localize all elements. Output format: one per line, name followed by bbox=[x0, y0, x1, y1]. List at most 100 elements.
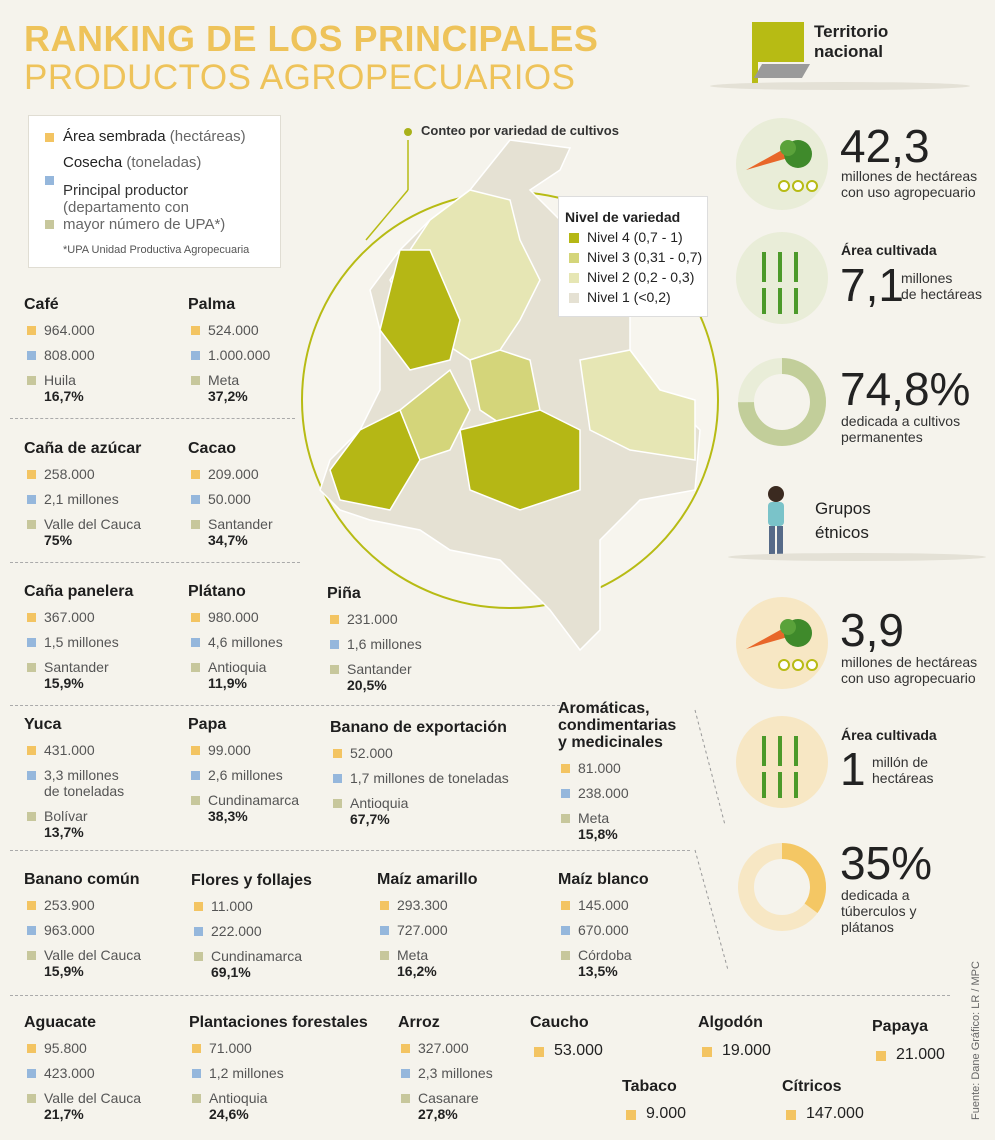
productor-square-icon bbox=[191, 376, 200, 385]
product-banano-comun: Banano común 253.900 963.000 Valle del C… bbox=[24, 871, 142, 979]
product-cacao: Cacao 209.000 50.000 Santander 34,7% bbox=[188, 440, 273, 548]
area-square-icon bbox=[192, 1044, 201, 1053]
cosecha-square-icon bbox=[561, 789, 570, 798]
etnicos-cultivada-value: 1 bbox=[840, 743, 866, 795]
nivel-2-swatch-icon bbox=[569, 273, 579, 283]
productor-square-icon bbox=[27, 663, 36, 672]
etnicos-tuberculos-desc: dedicada a túberculos y plátanos bbox=[841, 887, 917, 935]
conteo-label: Conteo por variedad de cultivos bbox=[421, 123, 619, 138]
area-square-icon bbox=[561, 764, 570, 773]
cosecha-square-icon bbox=[191, 771, 200, 780]
area-square-icon bbox=[191, 470, 200, 479]
nivel-4-swatch-icon bbox=[569, 233, 579, 243]
yellow-square-icon bbox=[45, 133, 54, 142]
product-pina: Piña 231.000 1,6 millones Santander 20,5… bbox=[327, 585, 422, 693]
cosecha-square-icon bbox=[27, 638, 36, 647]
map-level4-antioquia bbox=[379, 249, 461, 371]
product-maiz-blanco: Maíz blanco 145.000 670.000 Córdoba 13,5… bbox=[558, 871, 649, 979]
territorio-uso-desc: millones de hectáreas con uso agropecuari… bbox=[841, 168, 978, 200]
divider bbox=[10, 995, 950, 996]
area-square-icon bbox=[27, 1044, 36, 1053]
divider bbox=[10, 562, 300, 563]
etnicos-title: Grupos étnicos bbox=[815, 499, 871, 542]
flag-icon bbox=[758, 22, 804, 62]
area-square-icon bbox=[702, 1047, 712, 1057]
cosecha-square-icon bbox=[27, 771, 36, 780]
product-yuca: Yuca 431.000 3,3 millones de toneladas B… bbox=[24, 716, 125, 840]
etnicos-cultivada-label: Área cultivada bbox=[841, 727, 937, 743]
product-cafe: Café 964.000 808.000 Huila 16,7% bbox=[24, 296, 95, 404]
area-square-icon bbox=[191, 326, 200, 335]
connector-line bbox=[694, 709, 729, 971]
map-level4-meta bbox=[459, 409, 581, 511]
area-square-icon bbox=[27, 901, 36, 910]
map-level3-west bbox=[399, 368, 471, 461]
nivel-4: Nivel 4 (0,7 - 1) bbox=[569, 229, 683, 245]
area-square-icon bbox=[191, 746, 200, 755]
nivel-3: Nivel 3 (0,31 - 0,7) bbox=[569, 249, 702, 265]
area-square-icon bbox=[561, 901, 570, 910]
nivel-1: Nivel 1 (<0,2) bbox=[569, 289, 671, 305]
productor-square-icon bbox=[191, 663, 200, 672]
product-maiz-amarillo: Maíz amarillo 293.300 727.000 Meta 16,2% bbox=[377, 871, 478, 979]
area-square-icon bbox=[194, 902, 203, 911]
productor-square-icon bbox=[330, 665, 339, 674]
nivel-1-swatch-icon bbox=[569, 293, 579, 303]
map-level2-east bbox=[579, 349, 696, 461]
cosecha-square-icon bbox=[27, 351, 36, 360]
product-aromaticas: Aromáticas, condimentarias y medicinales… bbox=[558, 700, 677, 842]
blue-square-icon bbox=[45, 176, 54, 185]
crops-icon bbox=[736, 716, 828, 808]
legend-productor: Principal productor (departamento con ma… bbox=[43, 182, 225, 233]
cosecha-square-icon bbox=[333, 774, 342, 783]
territorio-permanentes-desc: dedicada a cultivos permanentes bbox=[841, 413, 961, 445]
product-palma: Palma 524.000 1.000.000 Meta 37,2% bbox=[188, 296, 271, 404]
product-flores: Flores y follajes 11.000 222.000 Cundina… bbox=[191, 872, 312, 980]
productor-square-icon bbox=[27, 1094, 36, 1103]
area-square-icon bbox=[401, 1044, 410, 1053]
product-tabaco: Tabaco 9.000 bbox=[622, 1078, 687, 1122]
area-square-icon bbox=[27, 746, 36, 755]
product-citricos: Cítricos 147.000 bbox=[782, 1078, 864, 1122]
legend-note: *UPA Unidad Productiva Agropecuaria bbox=[63, 244, 250, 256]
cosecha-square-icon bbox=[401, 1069, 410, 1078]
nivel-title: Nivel de variedad bbox=[565, 209, 681, 225]
cosecha-square-icon bbox=[330, 640, 339, 649]
product-arroz: Arroz 327.000 2,3 millones Casanare 27,8… bbox=[398, 1014, 493, 1122]
flag-pole-icon bbox=[752, 22, 758, 88]
product-platano: Plátano 980.000 4,6 millones Antioquia 1… bbox=[188, 583, 283, 691]
cosecha-square-icon bbox=[191, 638, 200, 647]
cosecha-square-icon bbox=[27, 926, 36, 935]
productor-square-icon bbox=[27, 951, 36, 960]
productor-square-icon bbox=[401, 1094, 410, 1103]
productor-square-icon bbox=[191, 520, 200, 529]
divider bbox=[10, 418, 295, 419]
productor-square-icon bbox=[561, 951, 570, 960]
territorio-cultivada-desc: millones de hectáreas bbox=[901, 270, 982, 302]
legend-cosecha: Cosecha (toneladas) bbox=[43, 154, 201, 185]
cosecha-square-icon bbox=[27, 495, 36, 504]
divider bbox=[10, 850, 690, 851]
area-square-icon bbox=[27, 613, 36, 622]
conteo-marker-icon bbox=[404, 128, 412, 136]
area-square-icon bbox=[27, 326, 36, 335]
territorio-title: Territorio nacional bbox=[814, 22, 889, 61]
productor-square-icon bbox=[192, 1094, 201, 1103]
page-subtitle: PRODUCTOS AGROPECUARIOS bbox=[24, 58, 576, 97]
product-cana-azucar: Caña de azúcar 258.000 2,1 millones Vall… bbox=[24, 440, 142, 548]
legend-box: Área sembrada (hectáreas) Cosecha (tonel… bbox=[28, 115, 281, 268]
ground-line bbox=[728, 553, 986, 561]
productor-square-icon bbox=[333, 799, 342, 808]
productor-square-icon bbox=[27, 520, 36, 529]
tuberculos-donut bbox=[738, 843, 826, 931]
page-title: RANKING DE LOS PRINCIPALES bbox=[24, 18, 599, 59]
territorio-uso-value: 42,3 bbox=[840, 120, 930, 172]
flag-shadow-icon bbox=[753, 64, 811, 78]
legend-area: Área sembrada (hectáreas) bbox=[43, 128, 246, 145]
cosecha-square-icon bbox=[191, 351, 200, 360]
cosecha-square-icon bbox=[192, 1069, 201, 1078]
cosecha-square-icon bbox=[194, 927, 203, 936]
productor-square-icon bbox=[27, 376, 36, 385]
productor-square-icon bbox=[380, 951, 389, 960]
person-icon bbox=[768, 486, 784, 554]
